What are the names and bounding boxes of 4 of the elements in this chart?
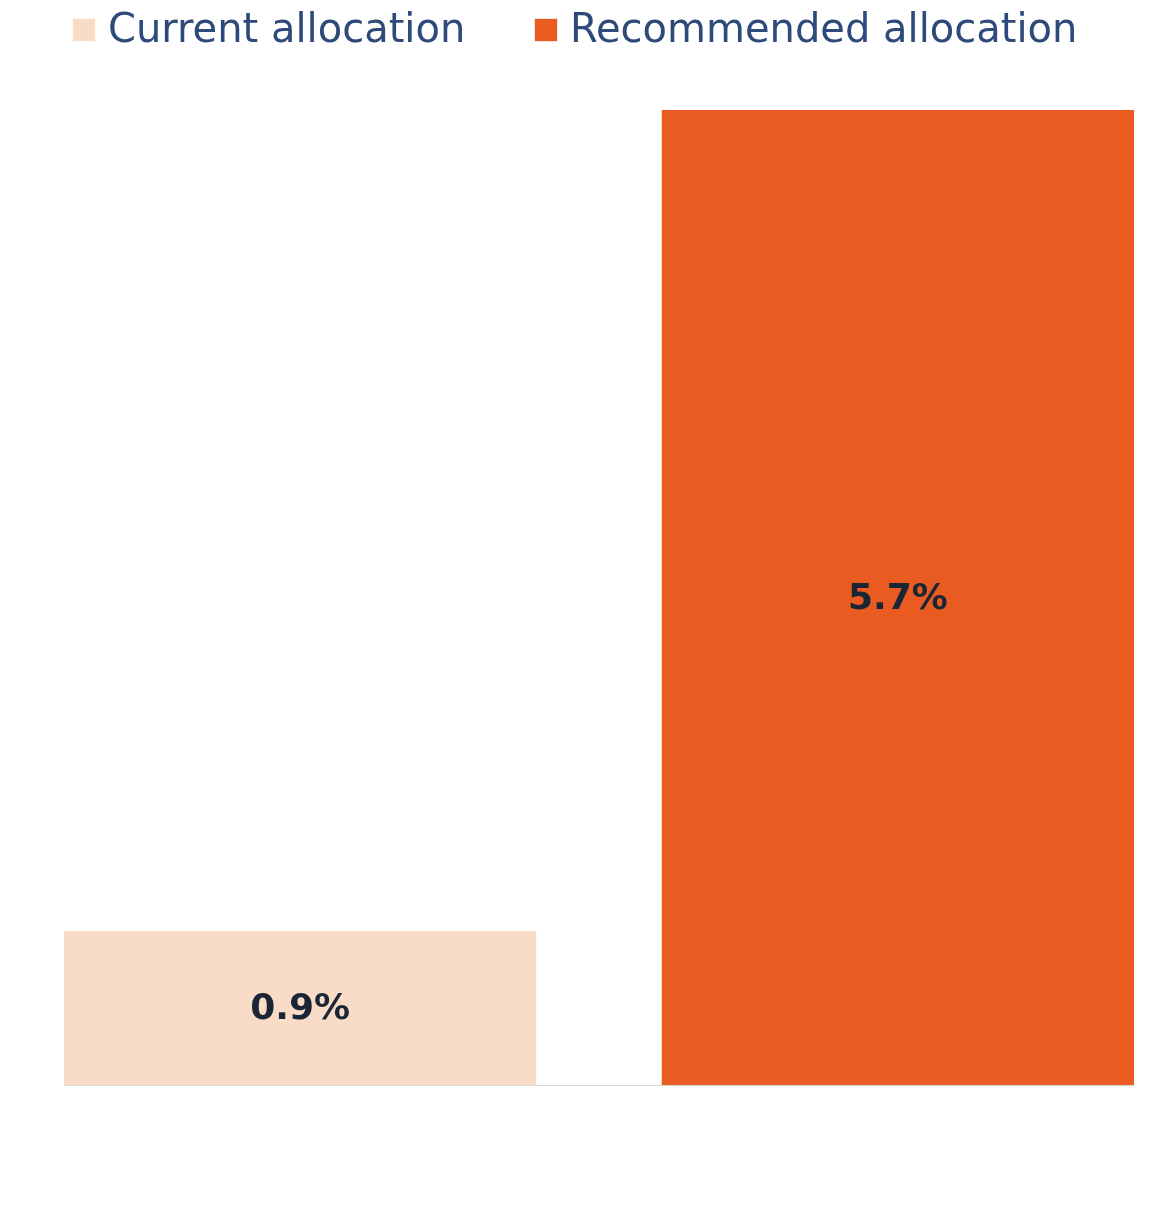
data-label: 0.9% xyxy=(250,986,351,1028)
legend-label: Recommended allocation xyxy=(570,5,1078,51)
legend-label: Current allocation xyxy=(108,5,466,51)
data-label: 5.7% xyxy=(847,575,948,617)
